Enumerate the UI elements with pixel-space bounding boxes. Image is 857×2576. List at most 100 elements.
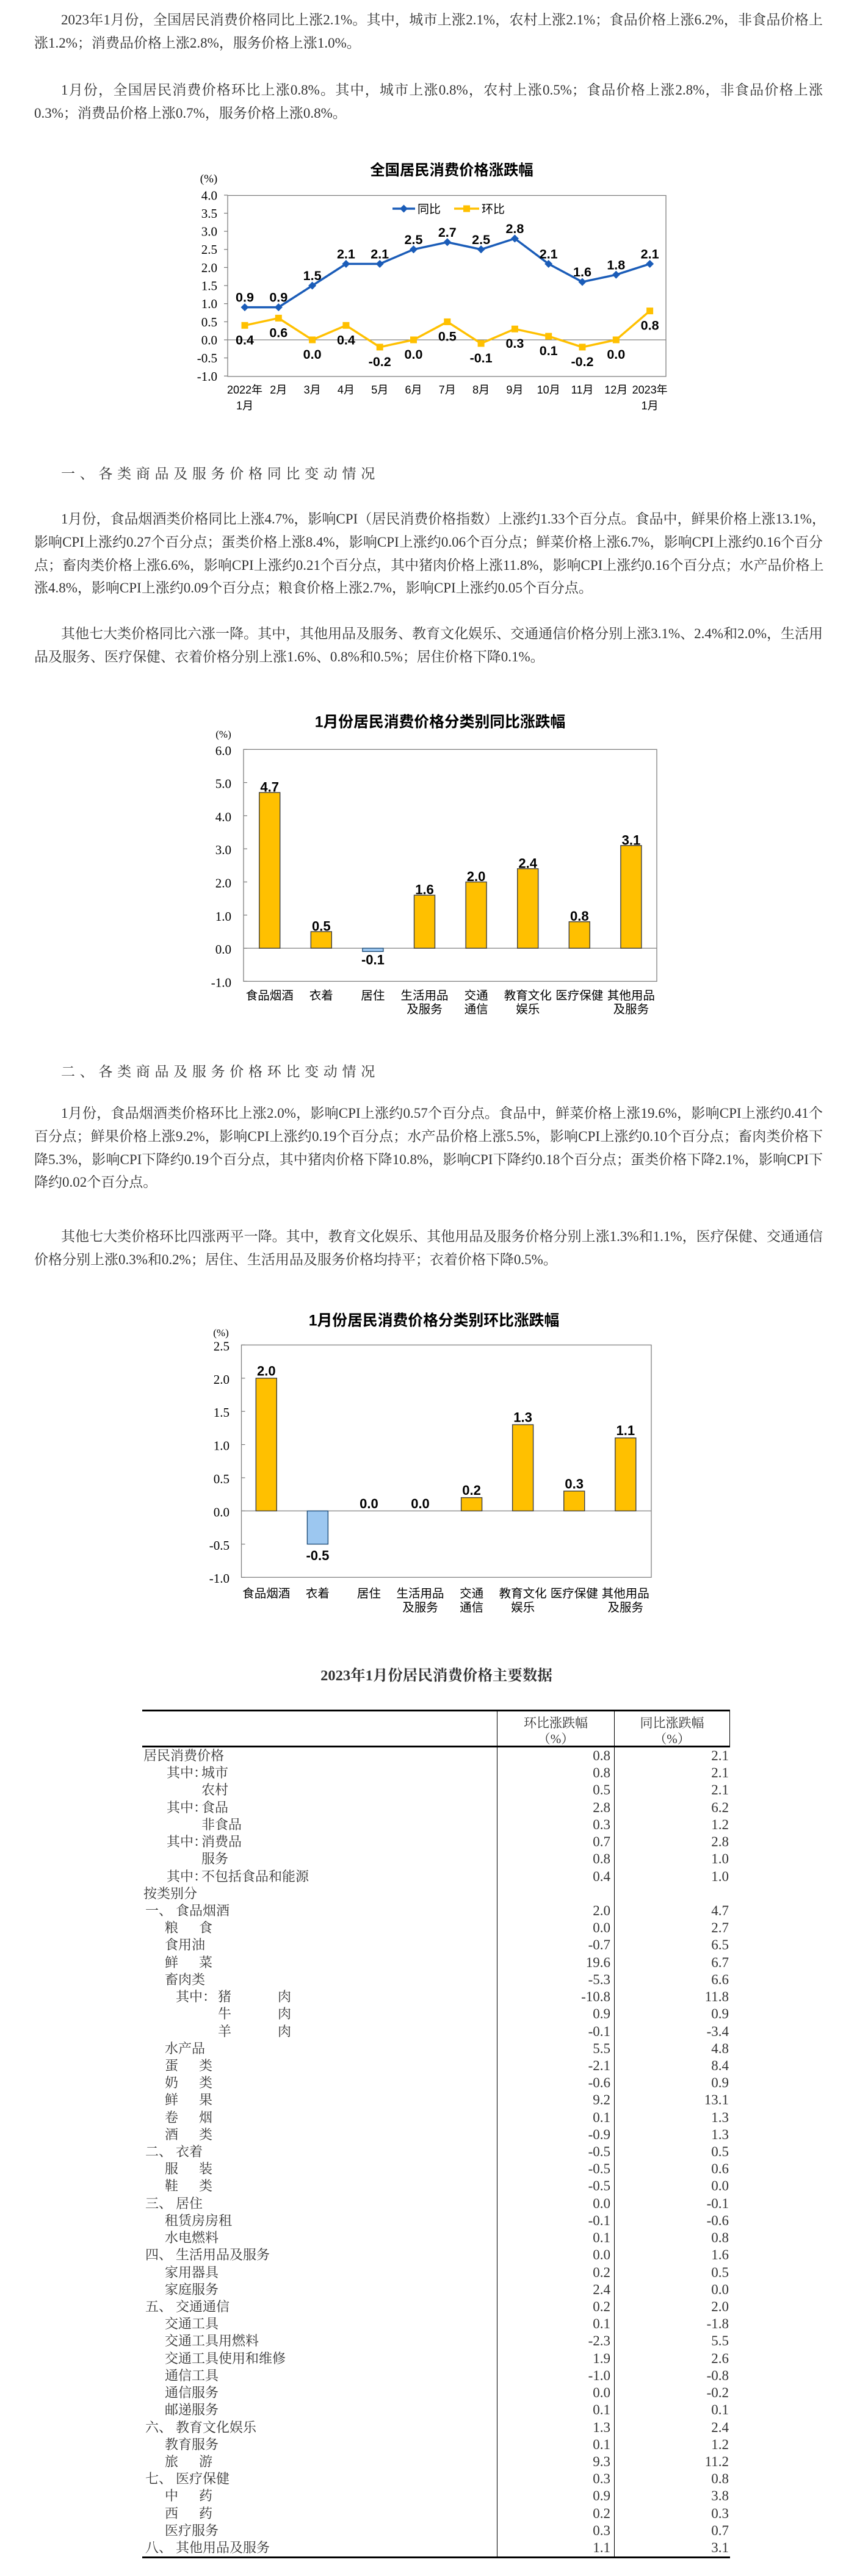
svg-text:-1.0: -1.0 [211,975,231,990]
svg-text:2.1: 2.1 [540,247,558,262]
svg-text:-0.1: -0.1 [470,351,493,365]
svg-text:6月: 6月 [405,384,422,396]
svg-text:4.0: 4.0 [201,188,217,203]
svg-text:2.5: 2.5 [472,232,490,247]
svg-text:4月: 4月 [338,384,355,396]
svg-text:生活用品: 生活用品 [400,989,448,1002]
svg-text:1月: 1月 [642,400,659,412]
svg-text:2.0: 2.0 [214,1372,230,1387]
svg-text:-0.1: -0.1 [361,952,385,968]
svg-text:2022年: 2022年 [227,384,262,396]
svg-text:交通: 交通 [465,989,488,1002]
svg-text:0.3: 0.3 [565,1476,584,1491]
svg-text:2.5: 2.5 [405,232,423,247]
svg-text:0.0: 0.0 [303,347,322,362]
svg-text:居住: 居住 [357,1587,381,1600]
svg-text:1.1: 1.1 [617,1423,635,1438]
svg-text:1月: 1月 [236,400,253,412]
svg-text:2023年: 2023年 [632,384,668,396]
svg-text:0.0: 0.0 [201,333,217,348]
svg-text:其他用品: 其他用品 [607,989,655,1002]
svg-text:0.3: 0.3 [505,336,524,351]
svg-text:衣着: 衣着 [306,1587,330,1600]
svg-text:医疗保健: 医疗保健 [551,1587,598,1600]
svg-text:1.6: 1.6 [415,882,434,898]
svg-text:11月: 11月 [571,384,594,396]
svg-text:0.0: 0.0 [405,347,423,362]
svg-text:2.1: 2.1 [371,247,389,262]
svg-text:-0.5: -0.5 [306,1548,329,1563]
svg-text:3月: 3月 [304,384,321,396]
svg-text:2.5: 2.5 [214,1339,230,1353]
svg-text:12月: 12月 [604,384,627,396]
svg-text:其他用品: 其他用品 [602,1587,649,1600]
svg-text:-0.5: -0.5 [197,351,217,365]
svg-text:5.0: 5.0 [215,777,231,791]
svg-text:0.0: 0.0 [214,1505,230,1519]
svg-text:0.5: 0.5 [438,329,457,344]
svg-text:0.0: 0.0 [607,347,625,362]
svg-text:1月份居民消费价格分类别同比涨跌幅: 1月份居民消费价格分类别同比涨跌幅 [315,714,566,731]
svg-text:及服务: 及服务 [608,1601,644,1614]
svg-text:1.0: 1.0 [201,297,217,311]
svg-text:3.5: 3.5 [201,206,217,221]
svg-text:及服务: 及服务 [402,1601,438,1614]
svg-text:3.0: 3.0 [215,843,231,857]
svg-text:3.0: 3.0 [201,225,217,239]
svg-text:医疗保健: 医疗保健 [555,989,603,1002]
svg-text:1月份居民消费价格分类别环比涨跌幅: 1月份居民消费价格分类别环比涨跌幅 [309,1312,560,1329]
svg-text:0.2: 0.2 [462,1483,481,1498]
svg-text:1.3: 1.3 [513,1410,532,1425]
svg-text:1.8: 1.8 [607,257,625,272]
svg-text:0.5: 0.5 [201,315,217,329]
svg-text:2.0: 2.0 [201,261,217,275]
svg-text:衣着: 衣着 [309,989,333,1002]
svg-text:0.5: 0.5 [214,1472,230,1486]
svg-text:9月: 9月 [506,384,523,396]
svg-text:2.4: 2.4 [518,855,537,871]
svg-text:1.0: 1.0 [215,909,231,924]
svg-text:娱乐: 娱乐 [516,1003,540,1016]
svg-text:2月: 2月 [270,384,287,396]
svg-text:-1.0: -1.0 [197,369,217,384]
svg-text:5月: 5月 [371,384,388,396]
svg-text:2.1: 2.1 [641,247,659,262]
svg-text:1.6: 1.6 [573,265,591,279]
svg-text:4.7: 4.7 [260,779,279,794]
svg-text:全国居民消费价格涨跌幅: 全国居民消费价格涨跌幅 [370,162,533,179]
svg-text:4.0: 4.0 [215,810,231,824]
svg-text:8月: 8月 [472,384,490,396]
svg-text:2.0: 2.0 [257,1363,276,1378]
svg-text:教育文化: 教育文化 [504,989,552,1002]
svg-text:同比: 同比 [418,203,441,216]
svg-text:1.0: 1.0 [214,1439,230,1453]
svg-text:2.1: 2.1 [337,247,355,262]
svg-text:7月: 7月 [439,384,456,396]
svg-text:-1.0: -1.0 [209,1571,230,1586]
svg-text:0.8: 0.8 [570,908,589,924]
svg-text:0.9: 0.9 [236,290,254,305]
svg-text:-0.2: -0.2 [369,354,391,369]
svg-text:(%): (%) [215,729,231,740]
svg-text:食品烟酒: 食品烟酒 [246,989,294,1002]
svg-text:(%): (%) [213,1327,228,1339]
svg-text:1.5: 1.5 [303,268,322,283]
svg-text:2.8: 2.8 [505,221,524,236]
svg-text:-0.2: -0.2 [571,354,593,369]
svg-text:交通: 交通 [460,1587,483,1600]
svg-text:0.4: 0.4 [236,333,254,347]
svg-text:2.7: 2.7 [438,225,457,240]
svg-text:6.0: 6.0 [215,743,231,758]
svg-text:生活用品: 生活用品 [396,1587,444,1600]
svg-text:0.1: 0.1 [540,344,558,358]
svg-text:通信: 通信 [460,1601,483,1614]
svg-text:娱乐: 娱乐 [511,1601,535,1614]
svg-text:教育文化: 教育文化 [499,1587,547,1600]
svg-text:(%): (%) [200,173,217,185]
svg-text:0.4: 0.4 [337,333,355,347]
svg-text:0.6: 0.6 [269,325,287,340]
svg-text:2.0: 2.0 [215,876,231,891]
svg-text:0.5: 0.5 [312,918,331,934]
svg-text:0.0: 0.0 [411,1496,430,1511]
svg-text:1.5: 1.5 [214,1405,230,1420]
